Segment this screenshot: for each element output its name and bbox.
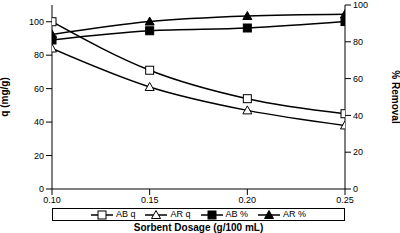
svg-text:40: 40 [34,117,44,127]
svg-text:20: 20 [34,151,44,161]
html-text:AB q: AB q [116,209,136,219]
html-text:AR q: AR q [170,209,191,219]
svg-text:Sorbent Dosage (g/100 mL): Sorbent Dosage (g/100 mL) [134,222,263,233]
svg-text:40: 40 [353,111,363,121]
svg-text:0: 0 [39,184,44,194]
svg-text:0.15: 0.15 [141,195,159,205]
svg-text:20: 20 [353,147,363,157]
svg-text:0.20: 0.20 [239,195,257,205]
svg-text:q (mg/g): q (mg/g) [8,77,10,116]
svg-text:0.25: 0.25 [336,195,354,205]
html-text:AR %: AR % [283,209,306,219]
svg-text:100: 100 [353,0,368,10]
html-text:AB %: AB % [225,209,248,219]
svg-text:% Removal: % Removal [390,70,392,124]
svg-text:60: 60 [34,84,44,94]
svg-text:80: 80 [34,50,44,60]
svg-text:100: 100 [29,17,44,27]
svg-text:0: 0 [353,184,358,194]
svg-text:0.10: 0.10 [43,195,61,205]
svg-text:60: 60 [353,74,363,84]
svg-text:80: 80 [353,37,363,47]
